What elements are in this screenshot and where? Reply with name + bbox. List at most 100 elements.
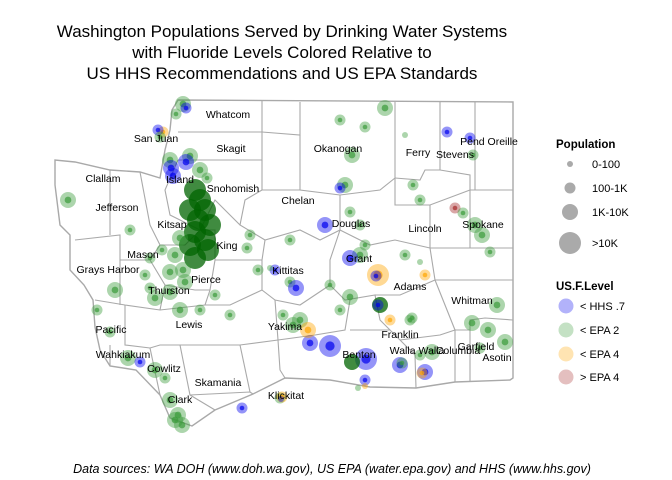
county-border [339,229,431,249]
county-border [239,189,341,241]
population-legend-label: 0-100 [592,159,620,171]
county-label-klickitat: Klickitat [268,390,304,402]
water-system-marker-core [147,255,153,261]
county-border [124,305,279,349]
fluoride-legend-label: < HHS .7 [580,301,625,313]
water-system-marker-core [501,338,509,346]
water-system-marker-core [227,312,233,318]
water-system-marker-core [159,247,165,253]
water-system-marker-core [304,326,312,334]
county-label-franklin: Franklin [381,329,419,341]
water-system-marker-core [174,411,182,419]
water-system-marker-core [147,285,153,291]
county-border [139,171,161,246]
water-system-marker-core [362,124,368,130]
water-system-marker-core [124,354,132,362]
water-system-marker-core [402,252,408,258]
county-label-chelan: Chelan [281,195,314,207]
water-system-marker [267,265,273,271]
water-system-marker-core [337,185,343,191]
county-border [277,299,351,341]
water-system-marker-core [176,234,184,242]
county-label-jefferson: Jefferson [96,202,139,214]
data-sources-caption: Data sources: WA DOH (www.doh.wa.gov), U… [73,462,591,476]
county-label-whitman: Whitman [451,295,493,307]
water-system-marker-core [417,352,423,358]
water-system-marker-core [279,394,285,400]
fluoride-legend-label: < EPA 4 [580,349,619,361]
water-system-marker-core [362,242,368,248]
water-system-markers [60,96,513,433]
water-system-marker-core [239,405,245,411]
county-border [299,102,396,196]
county-border [94,299,206,311]
fluoride-legend-key [558,298,574,314]
population-legend-key [564,182,576,194]
county-label-spokane: Spokane [462,219,504,231]
water-system-marker-core [296,316,304,324]
population-legend-label: 100-1K [592,183,628,195]
water-system-marker-core [419,370,425,376]
water-system-marker-core [173,111,179,117]
water-system-marker [344,354,360,370]
water-system-marker-core [361,354,371,364]
county-borders [54,99,514,427]
population-legend-key [562,204,578,220]
county-label-grant: Grant [346,253,372,265]
population-legend-label: 1K-10K [592,207,629,219]
water-system-marker-core [157,134,163,140]
water-system-marker-core [127,227,133,233]
county-label-kittitas: Kittitas [272,265,304,277]
county-border [189,391,254,396]
county-label-pacific: Pacific [96,324,127,336]
water-system-marker-core [410,182,416,188]
county-label-mason: Mason [127,249,159,261]
water-system-marker-core [362,377,368,383]
water-system-marker-core [357,222,363,228]
county-label-grays-harbor: Grays Harbor [76,264,140,276]
water-system-marker-core [337,117,343,123]
fluoride-legend-title: US.F.Level [556,281,614,293]
state-outline [54,99,514,427]
water-system-marker-core [347,209,353,215]
county-label-walla-walla: Walla Walla [390,345,445,357]
water-system-marker-core [244,245,250,251]
county-label-pend-oreille: Pend Oreille [460,136,518,148]
water-system-marker-core [381,104,389,112]
population-legend-key [559,232,581,254]
water-system-marker-core [166,396,174,404]
county-border [204,259,263,306]
county-label-whatcom: Whatcom [206,109,251,121]
water-system-marker-core [64,196,72,204]
water-system-marker [184,247,206,269]
water-system-marker-core [452,205,458,211]
population-legend-label: >10K [592,238,619,250]
county-border [399,329,456,382]
water-system-marker-core [478,231,486,239]
water-system-marker-core [162,375,168,381]
water-system-marker-core [289,321,297,329]
water-system-marker-core [181,278,189,286]
fluoride-legend-label: < EPA 2 [580,325,619,337]
county-label-douglas: Douglas [332,218,371,230]
water-system-marker-core [471,221,479,229]
water-system-marker-core [160,129,166,135]
water-system-marker-core [196,166,204,174]
water-system-marker-core [346,293,354,301]
water-system-marker [278,396,284,402]
water-system-marker-core [247,232,253,238]
water-system-marker-core [179,266,187,274]
water-system-marker-core [169,172,177,180]
fluoride-legend-label: > EPA 4 [580,372,619,384]
water-system-marker-core [155,127,161,133]
water-system-marker-core [373,273,379,279]
county-label-okanogan: Okanogan [314,143,363,155]
water-system-marker-core [428,348,436,356]
water-system-marker-core [176,306,184,314]
county-label-columbia: Columbia [436,345,481,357]
water-system-marker-core [487,249,493,255]
county-label-wahkiakum: Wahkiakum [96,349,151,361]
county-border [429,247,513,281]
water-system-marker-core [212,292,218,298]
title-line-1: Washington Populations Served by Drinkin… [56,22,508,41]
